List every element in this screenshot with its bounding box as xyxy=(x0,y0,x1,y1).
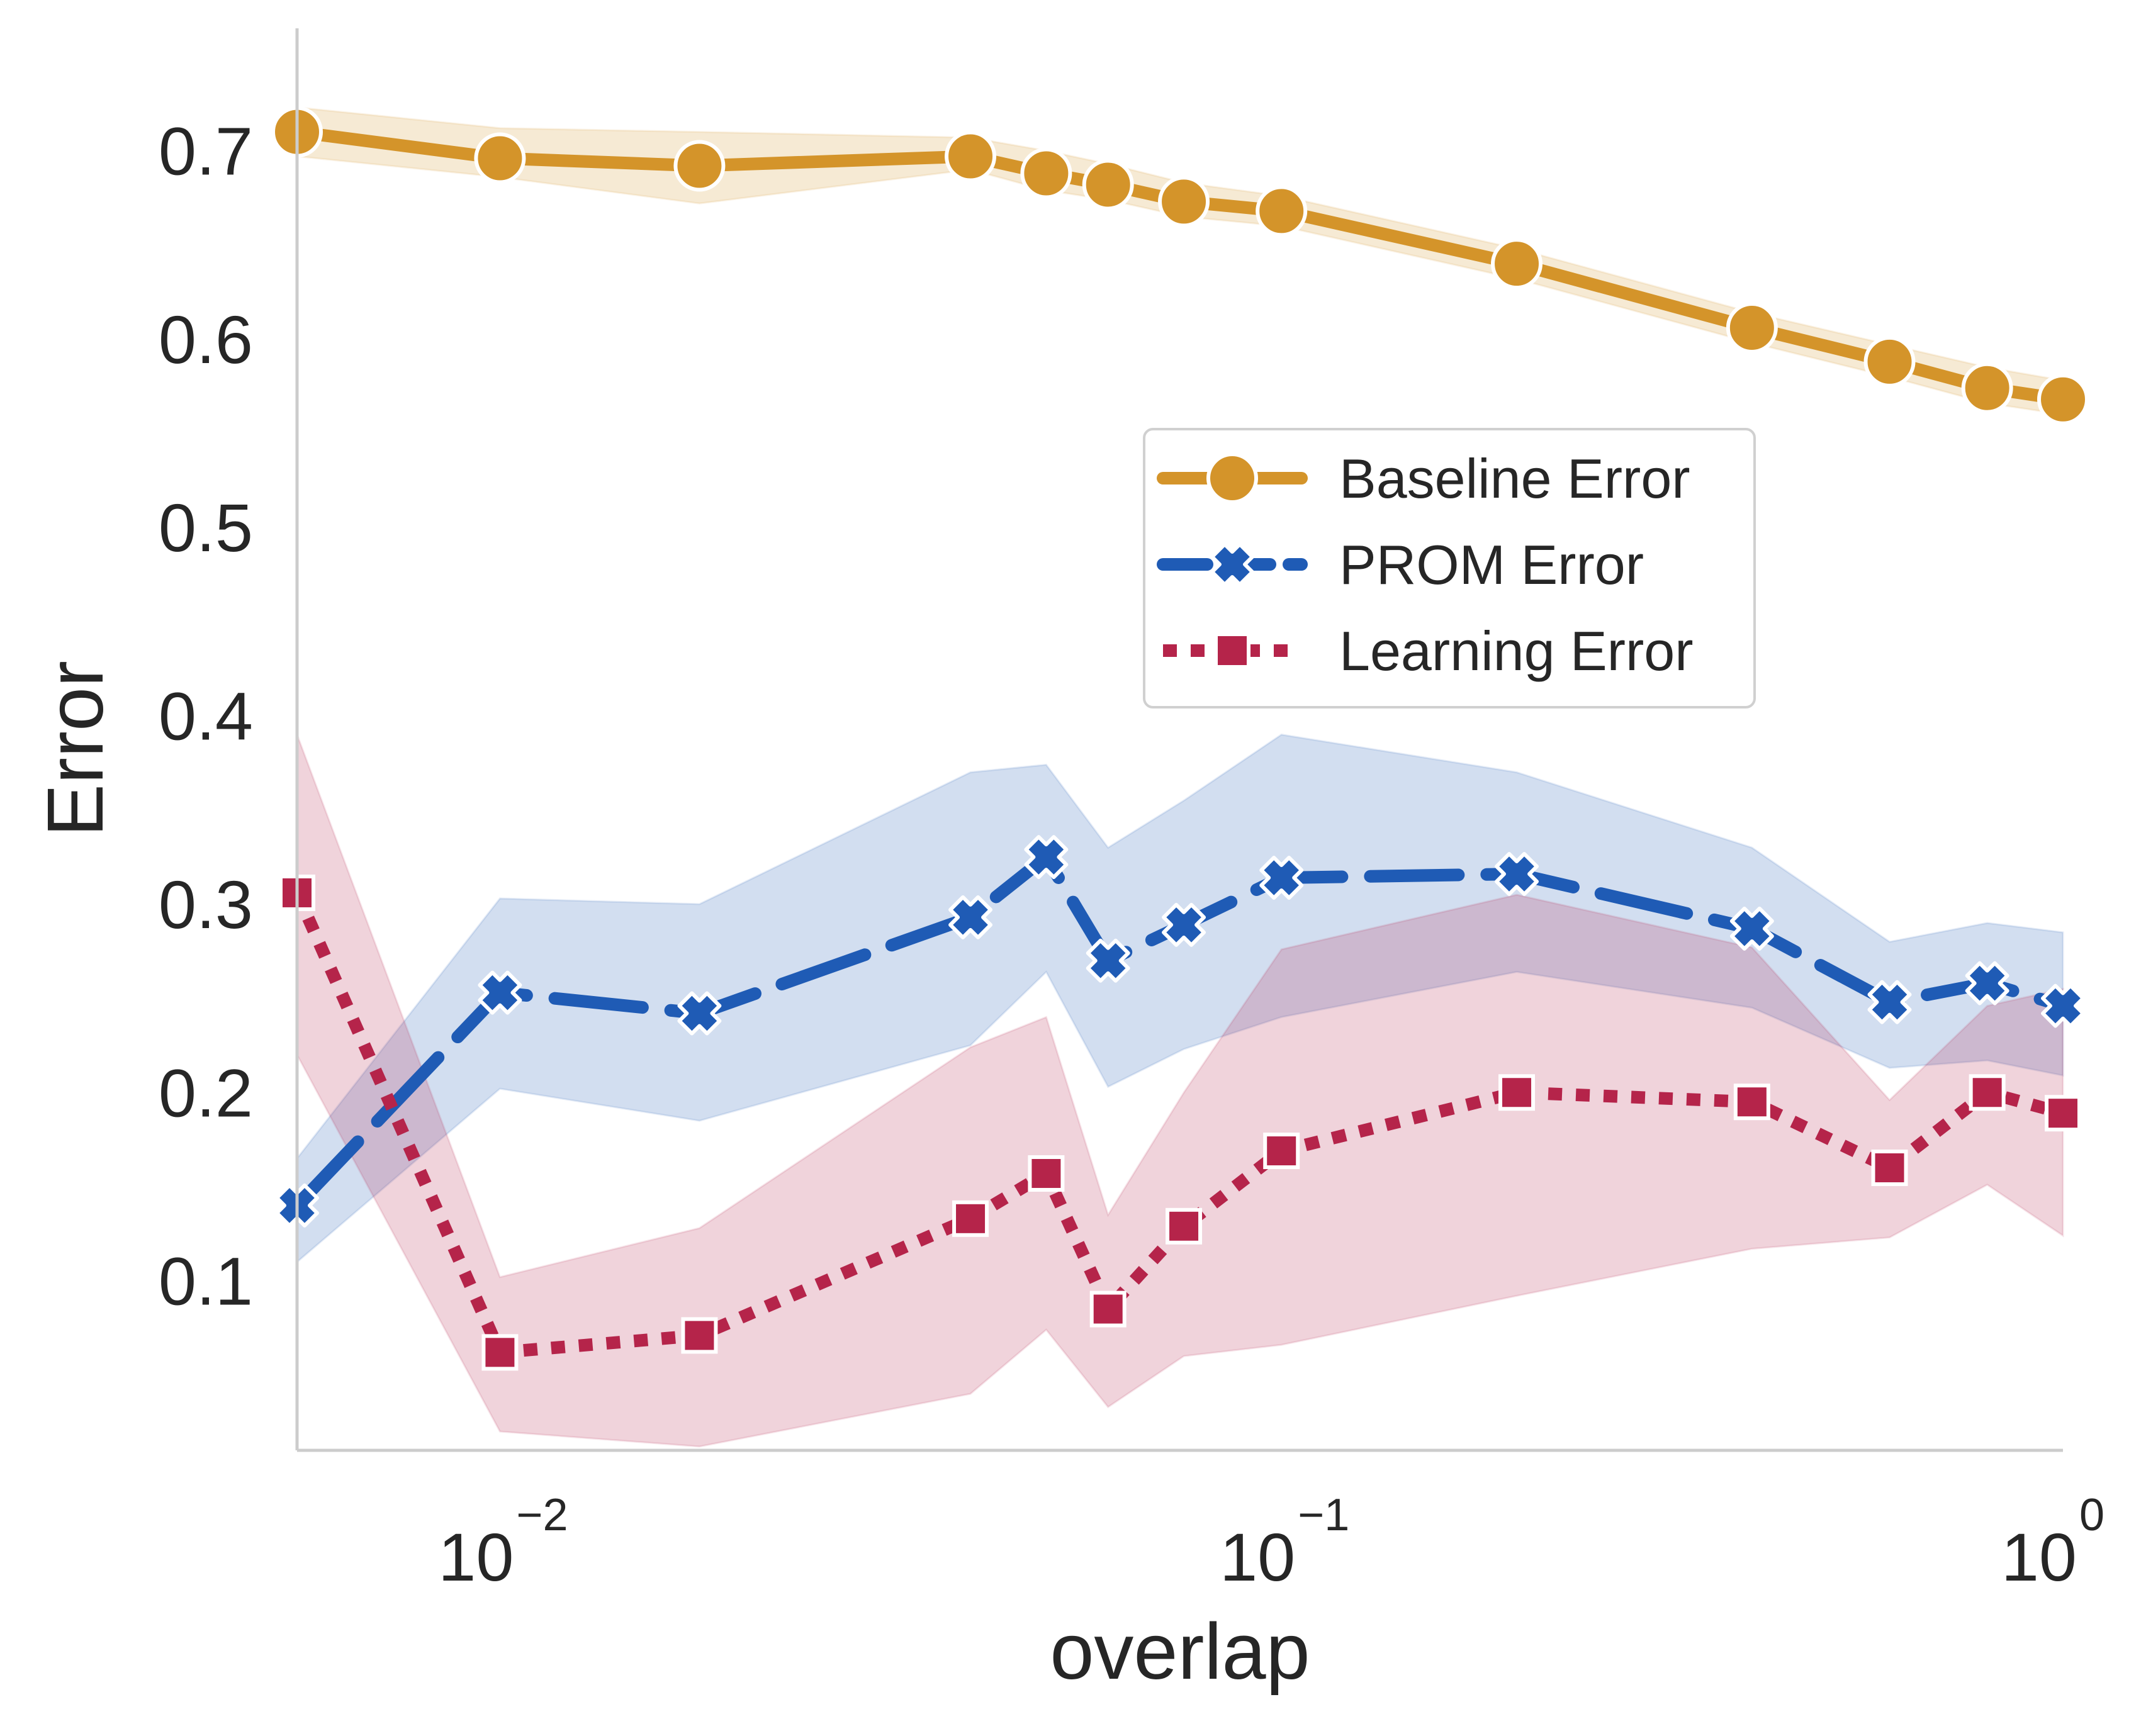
baseline-error-point xyxy=(1256,185,1308,237)
learning-error-point xyxy=(1733,1084,1770,1121)
learning-error-point xyxy=(2045,1095,2081,1132)
y-tick-label: 0.1 xyxy=(159,1243,253,1319)
y-tick-label: 0.3 xyxy=(159,866,253,943)
y-tick-label: 0.2 xyxy=(159,1055,253,1131)
x-tick-label: 10 xyxy=(1220,1519,1295,1595)
y-tick-label: 0.6 xyxy=(159,301,253,378)
x-tick-exponent: −1 xyxy=(1298,1490,1349,1540)
prom-error-point xyxy=(1162,902,1206,947)
x-tick-exponent: −2 xyxy=(516,1490,568,1540)
learning-error-point xyxy=(1498,1074,1536,1111)
baseline-error-point xyxy=(1158,176,1210,228)
prom-error-point xyxy=(1867,980,1912,1024)
baseline-error-point xyxy=(2037,373,2089,425)
baseline-error-point xyxy=(474,132,526,184)
prom-error-band xyxy=(296,733,2064,1264)
baseline-error-point xyxy=(1491,238,1543,290)
x-axis-label: overlap xyxy=(1050,1607,1310,1696)
baseline-error-point xyxy=(1961,362,2013,414)
legend: Baseline Error PROM Error Learning Error xyxy=(1143,428,1756,708)
confidence-bands xyxy=(296,106,2064,1448)
learning-error-point xyxy=(1166,1207,1203,1245)
prom-error-point xyxy=(1024,835,1069,880)
baseline-error-point xyxy=(1863,335,1916,388)
learning-error-point xyxy=(681,1317,718,1354)
learning-error-point xyxy=(1028,1155,1065,1192)
baseline-error-point xyxy=(673,140,726,192)
learning-error-point xyxy=(1969,1074,2006,1111)
prom-error-point xyxy=(948,895,993,939)
learning-error-point xyxy=(952,1200,989,1237)
baseline-error-legend-label: Baseline Error xyxy=(1339,447,1690,510)
prom-error-point xyxy=(478,970,522,1015)
y-tick-label: 0.7 xyxy=(159,113,253,189)
prom-error-point xyxy=(1965,961,2009,1005)
prom-error-point xyxy=(1086,938,1130,983)
learning-error-band xyxy=(296,734,2064,1448)
x-tick-exponent: 0 xyxy=(2079,1490,2104,1540)
y-axis-label: Error xyxy=(31,661,120,837)
series-markers xyxy=(271,106,2089,1371)
baseline-error-point xyxy=(1020,147,1072,199)
baseline-error-legend-marker xyxy=(1206,452,1258,504)
y-tick-label: 0.4 xyxy=(159,678,253,754)
learning-error-point xyxy=(1263,1133,1300,1170)
learning-error-point xyxy=(1089,1291,1127,1328)
prom-error-legend-marker xyxy=(1210,542,1254,586)
prom-error-point xyxy=(1495,852,1539,897)
x-tick-label: 10 xyxy=(2001,1519,2077,1595)
learning-error-point xyxy=(1871,1149,1908,1186)
learning-error-point xyxy=(481,1334,519,1371)
learning-error-legend-label: Learning Error xyxy=(1339,620,1694,682)
y-tick-label: 0.5 xyxy=(159,490,253,566)
learning-error-legend-marker xyxy=(1214,632,1250,669)
prom-error-point xyxy=(1259,856,1304,900)
baseline-error-band xyxy=(296,106,2064,416)
baseline-error-point xyxy=(945,130,997,182)
prom-error-legend-label: PROM Error xyxy=(1339,534,1644,596)
prom-error-point xyxy=(2041,983,2085,1028)
prom-error-point xyxy=(677,991,722,1036)
x-tick-label: 10 xyxy=(438,1519,514,1595)
baseline-error-point xyxy=(1082,159,1134,211)
baseline-error-point xyxy=(1726,301,1778,354)
prom-error-point xyxy=(1729,906,1774,951)
axes xyxy=(295,28,2063,1452)
legend-frame xyxy=(1143,428,1756,708)
